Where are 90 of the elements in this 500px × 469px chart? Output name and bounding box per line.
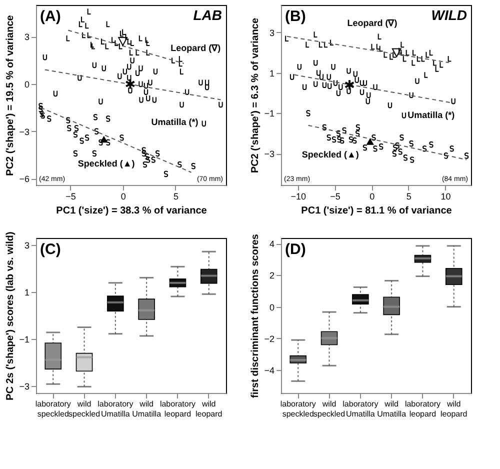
point: [73, 131, 78, 138]
annotation: Speckled (▲): [302, 149, 359, 160]
y-tick-label: 1: [24, 288, 30, 298]
point: [403, 154, 408, 161]
point: [144, 153, 150, 160]
point: [360, 80, 364, 86]
y-tick-label: 0: [24, 79, 30, 90]
y-tick-label: −3: [19, 381, 30, 392]
y-axis-title: first discriminant functions scores: [250, 234, 262, 398]
annotation: Leopard (∇): [170, 43, 221, 54]
point: [94, 128, 99, 134]
point: [464, 152, 469, 159]
y-tick-label: 1: [269, 68, 274, 78]
point: [73, 150, 78, 157]
x-tick-label: 10: [440, 192, 451, 202]
annotation: Leopard (∇): [347, 18, 398, 28]
annotation: (B): [285, 8, 306, 25]
x-tick-label: 5: [173, 192, 178, 202]
x-axis-title: PC1 ('size') = 81.1 % of variance: [301, 206, 452, 216]
x-tick-label: wild Umatilla: [132, 400, 162, 418]
y-tick-label: 3: [269, 28, 274, 38]
y-axis-title: PC2 ('shape') = 6.3 % of variance: [250, 18, 262, 174]
x-tick-label: −10: [290, 192, 306, 202]
point: [92, 150, 97, 157]
x-tick-label: 0: [370, 192, 375, 202]
x-tick-label: laboratory leopard: [404, 400, 441, 418]
point: [348, 136, 354, 143]
point: [302, 84, 307, 90]
point: [333, 80, 338, 86]
point: [152, 96, 157, 103]
y-tick-label: −3: [264, 149, 274, 160]
point: [444, 152, 448, 159]
annotation: (A): [40, 8, 61, 25]
y-axis-title: PC 2s ('shape') scores (lab vs. wild): [5, 232, 16, 400]
point: [100, 136, 108, 143]
point: [319, 74, 324, 80]
point: [53, 90, 58, 97]
annotation: WILD: [431, 7, 467, 23]
point: [122, 68, 128, 74]
point: [125, 78, 136, 90]
y-axis-title: PC2 ('shape') = 19.5 % of variance: [5, 14, 16, 176]
y-tick-label: −3: [19, 126, 30, 137]
y-tick-label: −1: [19, 334, 30, 344]
annotation: Umatilla (*): [408, 110, 455, 120]
point: [316, 70, 321, 76]
y-tick-label: 3: [24, 240, 30, 251]
y-tick-label: −4: [264, 366, 274, 376]
x-tick-label: wild Umatilla: [377, 400, 407, 418]
point: [135, 70, 140, 76]
x-tick-label: wild leopard: [196, 400, 222, 418]
point: [388, 102, 392, 108]
point: [336, 90, 341, 96]
point: [362, 144, 368, 151]
point: [366, 138, 374, 145]
x-tick-label: −5: [66, 192, 76, 202]
point: [402, 112, 406, 118]
annotation: (C): [40, 241, 61, 258]
point: [344, 79, 355, 91]
y-tick-label: 3: [24, 32, 30, 42]
point: [360, 88, 364, 96]
annotation: (D): [285, 241, 306, 258]
point: [204, 84, 210, 90]
point: [42, 54, 48, 60]
x-tick-label: 5: [406, 192, 412, 202]
annotation: Speckled (▲): [78, 158, 135, 168]
point: [290, 74, 294, 80]
point: [93, 114, 98, 120]
y-tick-label: 0: [269, 302, 274, 312]
y-tick-label: −2: [264, 334, 274, 344]
point: [204, 79, 210, 86]
x-tick-label: laboratory leopard: [160, 400, 196, 418]
y-tick-label: 2: [269, 270, 274, 281]
point: [164, 170, 168, 178]
annotation: LAB: [193, 7, 222, 23]
point: [184, 88, 190, 95]
point: [356, 124, 360, 131]
point: [322, 124, 327, 131]
point: [153, 68, 158, 74]
annotation: Umatilla (*): [151, 117, 198, 127]
x-axis-title: PC1 ('size') = 38.3 % of variance: [56, 206, 208, 216]
x-tick-label: 0: [120, 192, 126, 202]
x-tick-label: wild leopard: [440, 400, 468, 418]
y-tick-label: 4: [269, 239, 274, 250]
y-tick-label: −1: [264, 108, 274, 119]
x-tick-label: −5: [330, 192, 340, 202]
point: [144, 88, 148, 95]
point: [92, 62, 97, 68]
point: [362, 80, 368, 86]
y-tick-label: −6: [19, 174, 30, 184]
point: [74, 125, 79, 132]
